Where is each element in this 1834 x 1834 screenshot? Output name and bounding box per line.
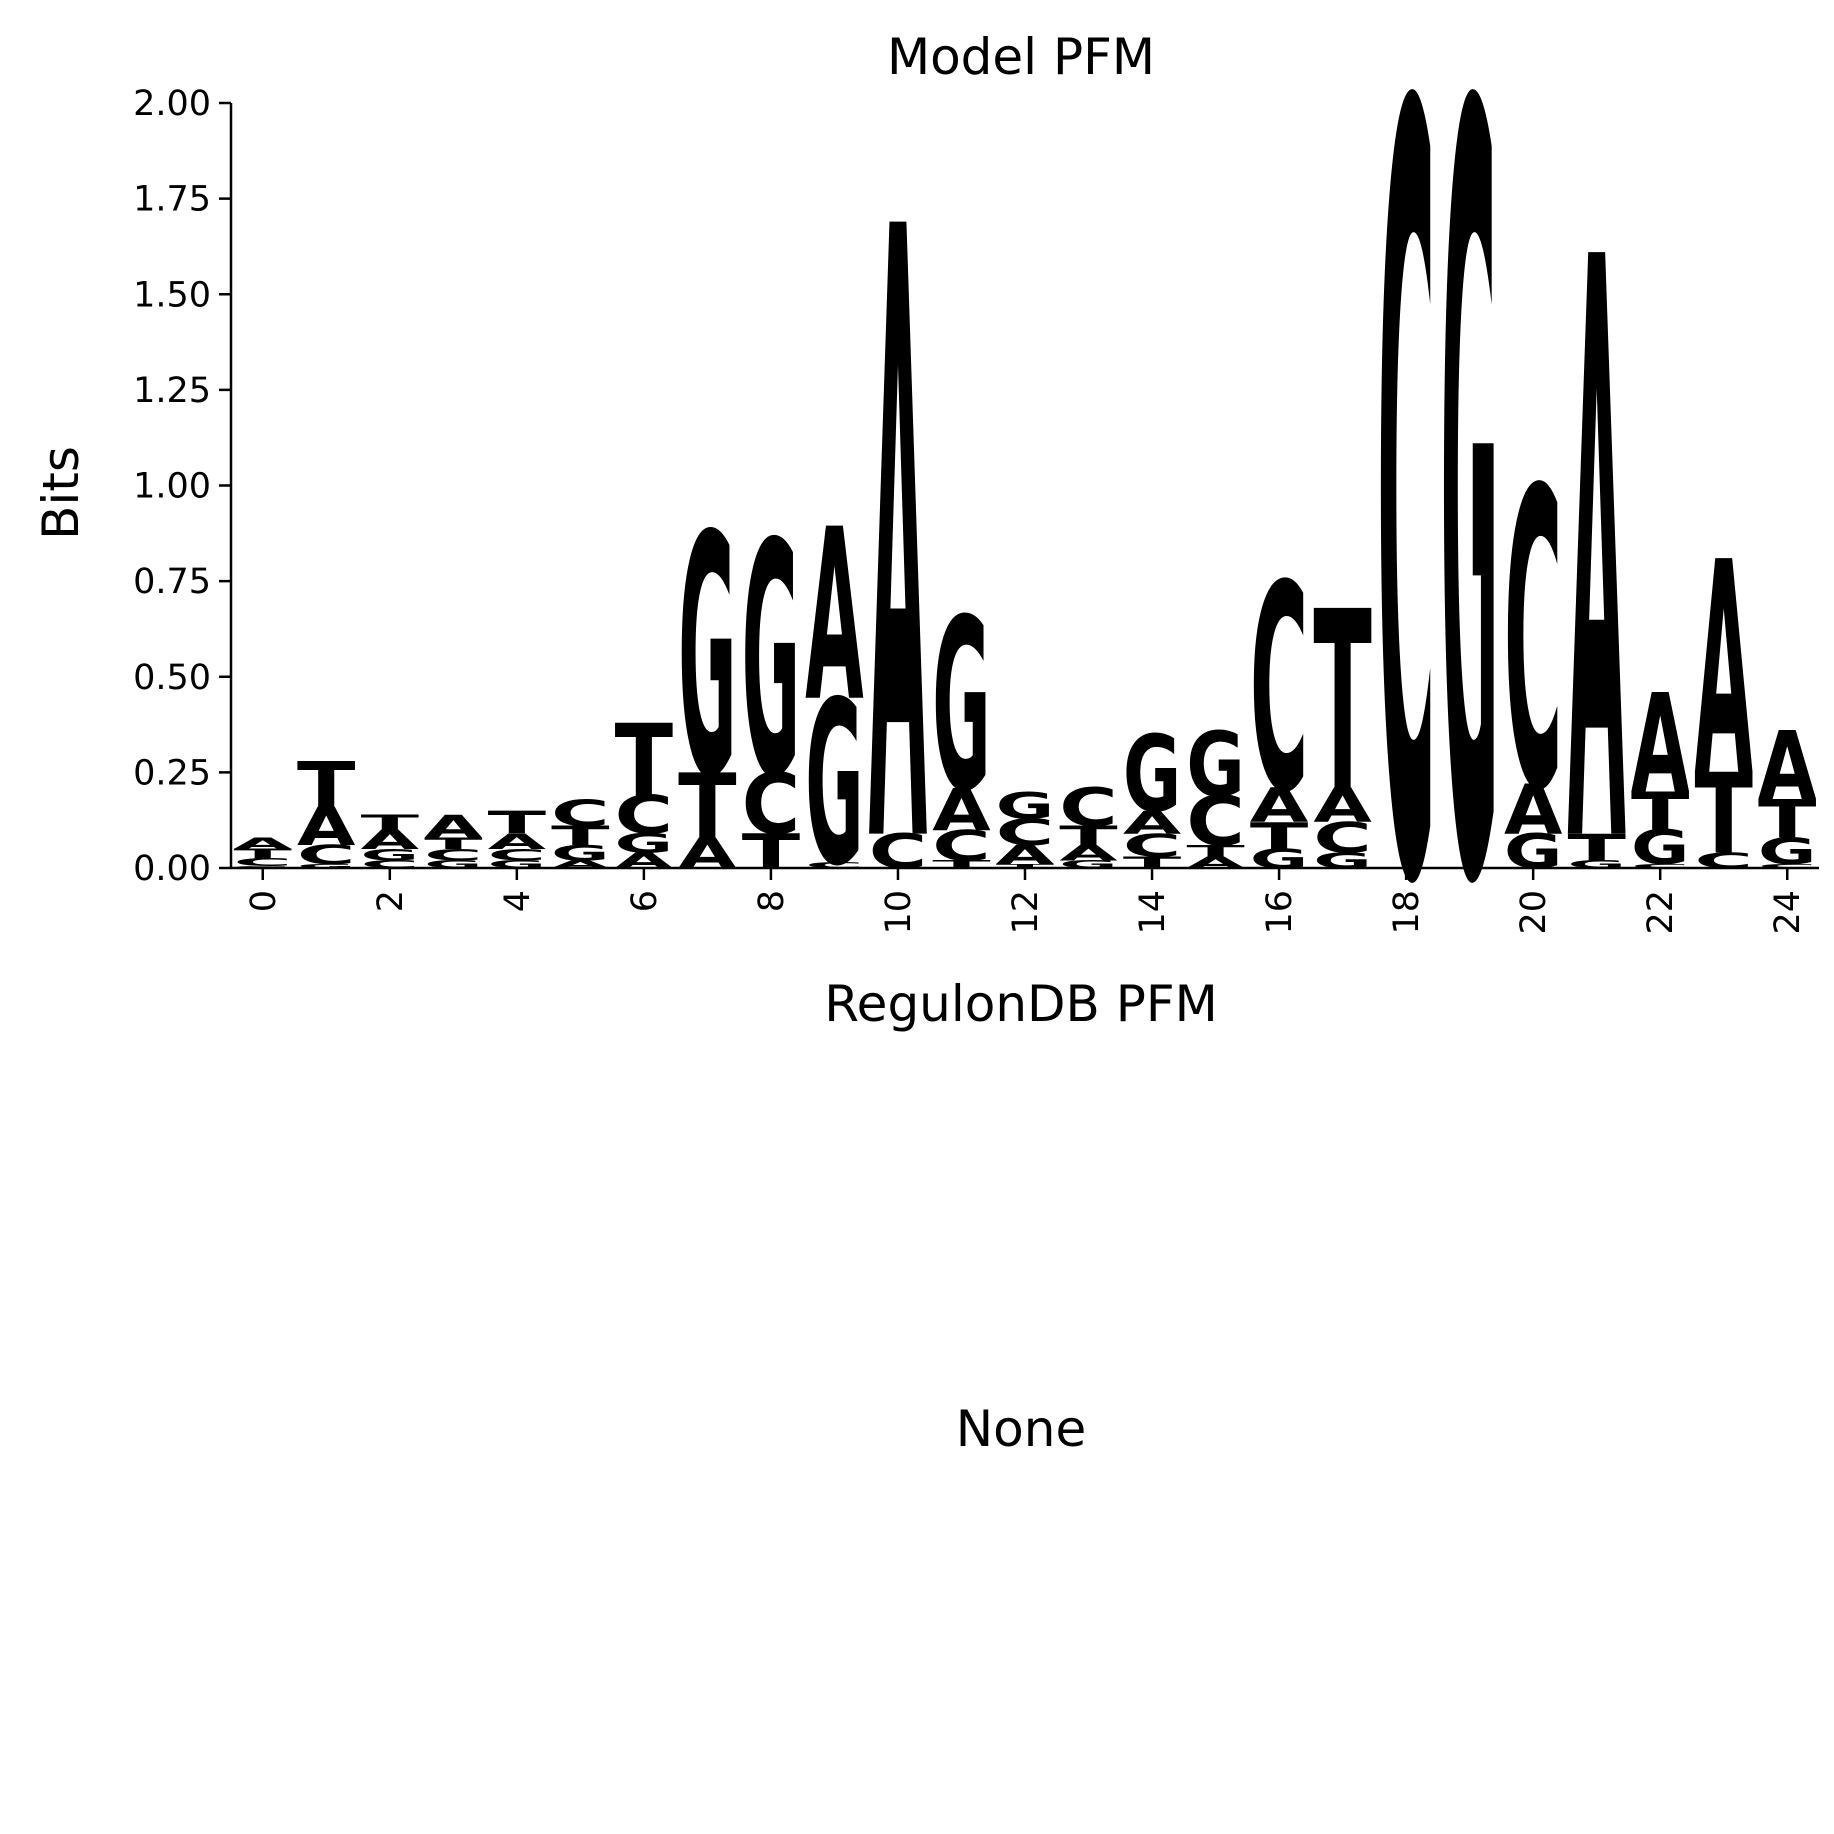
logo-letter-c: C: [551, 792, 609, 835]
logo-letter-c: C: [1123, 828, 1181, 864]
bottom-panel-title: RegulonDB PFM: [824, 975, 1218, 1033]
logo-letter-a: A: [678, 830, 736, 879]
y-tick-label: 1.75: [133, 180, 211, 220]
logo-letter-t: T: [615, 703, 673, 819]
logo-letter-a: A: [996, 841, 1055, 871]
logo-letter-c: C: [1059, 777, 1117, 838]
logo-letter-c: C: [996, 811, 1054, 854]
y-tick-label: 1.50: [133, 275, 211, 315]
logo-letter-a: A: [361, 825, 420, 855]
logo-letter-c: C: [488, 846, 546, 864]
y-tick-label: 0.75: [133, 562, 211, 602]
x-tick-label: 22: [1641, 890, 1681, 935]
logo-letter-t: T: [1186, 842, 1244, 860]
logo-letter-t: T: [1758, 789, 1817, 850]
logo-letter-a: A: [869, 55, 928, 1033]
y-tick-label: 0.00: [133, 849, 211, 889]
logo-letter-a: A: [488, 830, 547, 854]
logo-letter-t: T: [234, 846, 293, 861]
logo-letter-g: G: [742, 476, 800, 849]
logo-letter-c: C: [932, 822, 990, 871]
logo-letter-c: C: [424, 846, 482, 864]
logo-letter-g: G: [932, 570, 990, 845]
logo-letter-a: A: [297, 797, 355, 858]
logo-letter-t: T: [678, 755, 737, 859]
x-tick-label: 0: [244, 890, 284, 912]
logo-letter-c: C: [297, 840, 355, 871]
logo-letter-a: A: [1695, 500, 1753, 842]
x-tick-label: 24: [1768, 890, 1808, 935]
y-axis-title: Bits: [32, 446, 90, 540]
logo-letters: GCTAGCATCGATGCTAGCATAGTCAGCTATGTCGCGACAT…: [234, 0, 1818, 1116]
top-panel-title: Model PFM: [887, 28, 1155, 86]
logo-letter-t: T: [1250, 815, 1308, 858]
logo-letter-a: A: [1250, 779, 1309, 834]
x-tick-label: 12: [1006, 890, 1046, 935]
logo-letter-t: T: [361, 810, 420, 835]
logo-letter-a: A: [1567, 93, 1626, 1022]
logo-letter-t: T: [424, 834, 482, 852]
logo-letter-t: T: [1059, 821, 1117, 852]
logo-letter-c: C: [1313, 814, 1371, 863]
logo-letter-c: C: [805, 861, 863, 870]
logo-letter-t: T: [1695, 751, 1753, 879]
logo-letter-c: C: [234, 856, 292, 868]
logo-letter-t: T: [297, 748, 355, 822]
logo-letter-a: A: [805, 480, 863, 755]
logo-letter-g: G: [1758, 830, 1816, 873]
logo-letter-t: T: [1631, 781, 1690, 842]
logo-letter-c: C: [1758, 863, 1816, 869]
logo-letter-c: C: [1631, 863, 1689, 869]
logo-letter-t: T: [488, 805, 546, 842]
y-tick-label: 0.50: [133, 658, 211, 698]
logo-letter-t: T: [1567, 826, 1625, 869]
logo-letter-g: G: [805, 655, 863, 917]
logo-letter-t: T: [1313, 559, 1371, 846]
logo-letter-c: C: [1186, 782, 1244, 861]
y-tick-label: 1.25: [133, 371, 211, 411]
logo-letter-a: A: [234, 834, 292, 852]
logo-letter-a: A: [932, 776, 990, 843]
y-tick-label: 2.00: [133, 84, 211, 124]
logo-letter-c: C: [742, 757, 800, 854]
x-tick-label: 18: [1387, 890, 1427, 935]
x-tick-label: 8: [752, 890, 792, 912]
logo-letter-a: A: [424, 808, 483, 845]
x-tick-label: 4: [498, 890, 538, 912]
logo-letter-t: T: [996, 863, 1055, 869]
logo-letter-a: A: [1059, 841, 1118, 865]
x-tick-label: 16: [1260, 890, 1300, 935]
x-tick-label: 10: [879, 890, 919, 935]
x-tick-label: 14: [1133, 890, 1173, 935]
logo-letter-c: C: [615, 785, 673, 846]
y-tick-label: 1.00: [133, 467, 211, 507]
logo-letter-g: G: [361, 846, 419, 864]
x-axis-ticks: 0 2 4 6 8 10 12 14 16 18 20 22 24: [244, 868, 1808, 935]
logo-letter-a: A: [1758, 713, 1816, 822]
logo-letter-c: C: [1377, 0, 1435, 1116]
logo-letter-g: G: [297, 863, 355, 869]
logo-letter-g: G: [551, 841, 609, 865]
y-tick-label: 0.25: [133, 753, 211, 793]
logo-letter-a: A: [1504, 770, 1563, 850]
x-tick-label: 6: [625, 890, 665, 912]
y-axis-ticks: 0.00 0.25 0.50 0.75 1.00 1.25 1.50 1.75 2.00: [133, 84, 231, 889]
x-tick-label: 20: [1514, 890, 1554, 935]
logo-letter-c: C: [1504, 403, 1562, 881]
logo-letter-g: G: [678, 467, 736, 851]
logo-letter-g: G: [1123, 715, 1181, 837]
logo-letter-c: C: [1250, 526, 1308, 855]
logo-letter-a: A: [1123, 804, 1182, 841]
logo-letter-t: T: [551, 821, 609, 852]
logo-letter-g: G: [615, 828, 673, 859]
logo-letter-g: G: [996, 785, 1054, 828]
bottom-panel-none-text: None: [956, 1400, 1086, 1458]
logo-letter-g: G: [1186, 714, 1244, 818]
logo-letter-a: A: [1313, 779, 1372, 834]
logo-letter-a: A: [1631, 665, 1689, 823]
x-tick-label: 2: [371, 890, 411, 912]
logo-letter-g: G: [1440, 0, 1498, 1116]
